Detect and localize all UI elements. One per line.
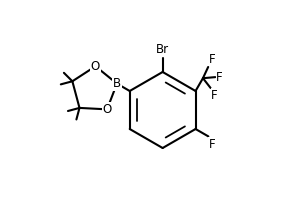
Text: Br: Br: [156, 43, 169, 56]
Text: O: O: [91, 60, 100, 73]
Text: O: O: [103, 103, 112, 116]
Text: F: F: [209, 138, 216, 151]
Text: F: F: [211, 89, 218, 102]
Text: B: B: [113, 77, 121, 90]
Text: F: F: [216, 71, 223, 84]
Text: F: F: [209, 53, 216, 66]
